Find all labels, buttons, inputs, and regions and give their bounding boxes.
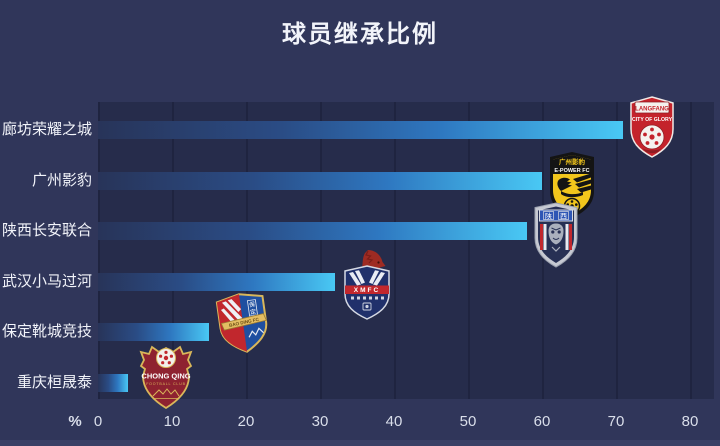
- plot-area: [98, 102, 714, 399]
- x-tick-label: 70: [607, 413, 625, 430]
- badge-langfang-title: LANGFANG: [636, 106, 670, 112]
- badge-shaanxi-char-2: 西: [560, 213, 567, 221]
- badge-wuhan-crest: XMFC: [344, 249, 390, 320]
- badge-chongqing-subtitle: FOOTBALL CLUB: [146, 382, 186, 386]
- x-tick-label: 20: [237, 413, 255, 430]
- badge-baoding-char-2: 定: [250, 307, 257, 316]
- category-label-chongqing: 重庆桓晟泰: [16, 373, 92, 391]
- chart-title: 球员继承比例: [282, 21, 438, 48]
- badge-wuhan-initials: XMFC: [354, 287, 380, 294]
- bar-baoding[interactable]: [98, 323, 209, 341]
- category-label-guangzhou: 广州影豹: [31, 171, 92, 189]
- bar-langfang[interactable]: [98, 121, 624, 139]
- x-tick-label: 40: [385, 413, 403, 430]
- badge-guangzhou-title: 广州影豹: [559, 157, 586, 166]
- badge-chongqing-crest: CHONG QING FOOTBALL CLUB: [139, 345, 193, 409]
- badge-baoding-banner-text: BAO DING FC: [229, 316, 260, 327]
- bar-shaanxi[interactable]: [98, 222, 528, 240]
- x-tick-label: 60: [533, 413, 551, 430]
- x-tick-label: 10: [163, 413, 181, 430]
- badge-chongqing-title: CHONG QING: [141, 371, 190, 380]
- badge-shaanxi-crest: 陕 西: [534, 202, 578, 268]
- badge-baoding-char-1: 保: [248, 300, 255, 309]
- category-label-shaanxi: 陕西长安联合: [1, 222, 92, 239]
- badge-langfang-subtitle: CITY OF GLORY: [632, 117, 673, 123]
- badge-shaanxi-char-1: 陕: [545, 212, 552, 221]
- x-tick-label: 0: [93, 413, 103, 430]
- category-label-wuhan: 武汉小马过河: [1, 272, 92, 290]
- category-label-langfang: 廊坊荣耀之城: [1, 121, 92, 138]
- bar-wuhan[interactable]: [98, 272, 335, 291]
- x-tick-label: 30: [311, 413, 329, 430]
- bar-chongqing[interactable]: [98, 373, 128, 392]
- badge-langfang-crest: LANGFANG CITY OF GLORY: [630, 96, 675, 158]
- badge-baoding-crest: 保 定 BAO DING FC: [215, 292, 268, 353]
- bottom-strip: [0, 440, 720, 446]
- bar-guangzhou[interactable]: [98, 171, 542, 190]
- x-tick-label: 50: [459, 413, 477, 430]
- badge-guangzhou-subtitle: E-POWER FC: [554, 168, 589, 174]
- category-label-baoding: 保定靴城竞技: [1, 323, 92, 340]
- x-tick-label: 80: [681, 413, 699, 430]
- axis-unit-label: %: [68, 413, 82, 430]
